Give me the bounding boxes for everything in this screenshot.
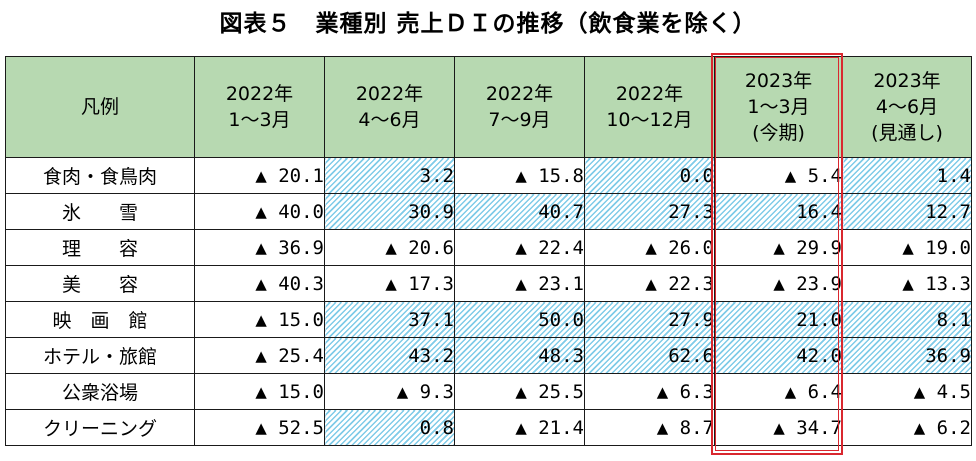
value-cell: ▲ 21.4	[454, 409, 585, 446]
value-cell: ▲ 8.7	[584, 409, 715, 446]
value-cell: ▲ 15.0	[194, 301, 325, 338]
value-cell: 21.0	[714, 301, 843, 338]
row-label: ホテル・旅館	[5, 337, 195, 374]
value-cell: ▲ 15.0	[194, 373, 325, 410]
value-cell: ▲ 34.7	[714, 409, 843, 446]
value-cell: ▲ 29.9	[714, 229, 843, 266]
value-cell: 27.3	[584, 193, 715, 230]
value-cell: ▲ 40.3	[194, 265, 325, 302]
value-cell: ▲ 25.5	[454, 373, 585, 410]
value-cell: 36.9	[842, 337, 972, 374]
value-cell: 40.7	[454, 193, 585, 230]
value-cell: ▲ 15.8	[454, 157, 585, 194]
value-cell: 0.0	[584, 157, 715, 194]
column-header: 2022年 4～6月	[324, 56, 455, 158]
table-title: 図表５ 業種別 売上ＤＩの推移（飲食業を除く）	[219, 11, 757, 37]
value-cell: ▲ 6.2	[842, 409, 972, 446]
value-cell: ▲ 26.0	[584, 229, 715, 266]
row-label: 理 容	[5, 229, 195, 266]
value-cell: ▲ 20.6	[324, 229, 455, 266]
value-cell: ▲ 19.0	[842, 229, 972, 266]
value-cell: ▲ 9.3	[324, 373, 455, 410]
column-header: 2022年 7～9月	[454, 56, 585, 158]
row-label: クリーニング	[5, 409, 195, 446]
table-row: 食肉・食鳥肉 ▲ 20.1 3.2 ▲ 15.8 0.0 ▲ 5.4 1.4	[5, 157, 972, 194]
value-cell: ▲ 6.3	[584, 373, 715, 410]
row-label: 氷 雪	[5, 193, 195, 230]
value-cell: 12.7	[842, 193, 972, 230]
value-cell: 1.4	[842, 157, 972, 194]
row-label: 映 画 館	[5, 301, 195, 338]
table-row: 氷 雪 ▲ 40.0 30.9 40.7 27.3 16.4 12.7	[5, 193, 972, 230]
value-cell: 62.6	[584, 337, 715, 374]
value-cell: ▲ 52.5	[194, 409, 325, 446]
value-cell: ▲ 5.4	[714, 157, 843, 194]
table-row: ホテル・旅館 ▲ 25.4 43.2 48.3 62.6 42.0 36.9	[5, 337, 972, 374]
column-header: 2022年 1～3月	[194, 56, 325, 158]
value-cell: 3.2	[324, 157, 455, 194]
value-cell: ▲ 6.4	[714, 373, 843, 410]
value-cell: 37.1	[324, 301, 455, 338]
value-cell: ▲ 4.5	[842, 373, 972, 410]
value-cell: ▲ 23.1	[454, 265, 585, 302]
value-cell: ▲ 40.0	[194, 193, 325, 230]
value-cell: 43.2	[324, 337, 455, 374]
value-cell: ▲ 17.3	[324, 265, 455, 302]
header-row: 凡例 2022年 1～3月 2022年 4～6月 2022年 7～9月 2022年 10…	[5, 56, 972, 158]
column-header-forecast: 2023年 4～6月 (見通し)	[842, 56, 972, 158]
value-cell: 8.1	[842, 301, 972, 338]
row-label: 公衆浴場	[5, 373, 195, 410]
column-header-current: 2023年 1～3月 (今期)	[714, 56, 843, 158]
sales-di-table: 凡例 2022年 1～3月 2022年 4～6月 2022年 7～9月 2022年 10…	[5, 56, 972, 446]
value-cell: 48.3	[454, 337, 585, 374]
row-label: 美 容	[5, 265, 195, 302]
value-cell: ▲ 25.4	[194, 337, 325, 374]
table-row: 美 容 ▲ 40.3 ▲ 17.3 ▲ 23.1 ▲ 22.3 ▲ 23.9 ▲ 13.3	[5, 265, 972, 302]
value-cell: ▲ 20.1	[194, 157, 325, 194]
value-cell: ▲ 13.3	[842, 265, 972, 302]
value-cell: ▲ 22.4	[454, 229, 585, 266]
value-cell: 30.9	[324, 193, 455, 230]
value-cell: 27.9	[584, 301, 715, 338]
table-row: 理 容 ▲ 36.9 ▲ 20.6 ▲ 22.4 ▲ 26.0 ▲ 29.9 ▲ 19.0	[5, 229, 972, 266]
row-label: 食肉・食鳥肉	[5, 157, 195, 194]
table-row: 映 画 館 ▲ 15.0 37.1 50.0 27.9 21.0 8.1	[5, 301, 972, 338]
table-row: クリーニング ▲ 52.5 0.8 ▲ 21.4 ▲ 8.7 ▲ 34.7 ▲ 6.2	[5, 409, 972, 446]
current-period-highlight	[711, 53, 843, 455]
legend-header: 凡例	[5, 56, 195, 158]
value-cell: ▲ 36.9	[194, 229, 325, 266]
value-cell: ▲ 22.3	[584, 265, 715, 302]
value-cell: 0.8	[324, 409, 455, 446]
table-row: 公衆浴場 ▲ 15.0 ▲ 9.3 ▲ 25.5 ▲ 6.3 ▲ 6.4 ▲ 4.5	[5, 373, 972, 410]
value-cell: 50.0	[454, 301, 585, 338]
column-header: 2022年 10～12月	[584, 56, 715, 158]
